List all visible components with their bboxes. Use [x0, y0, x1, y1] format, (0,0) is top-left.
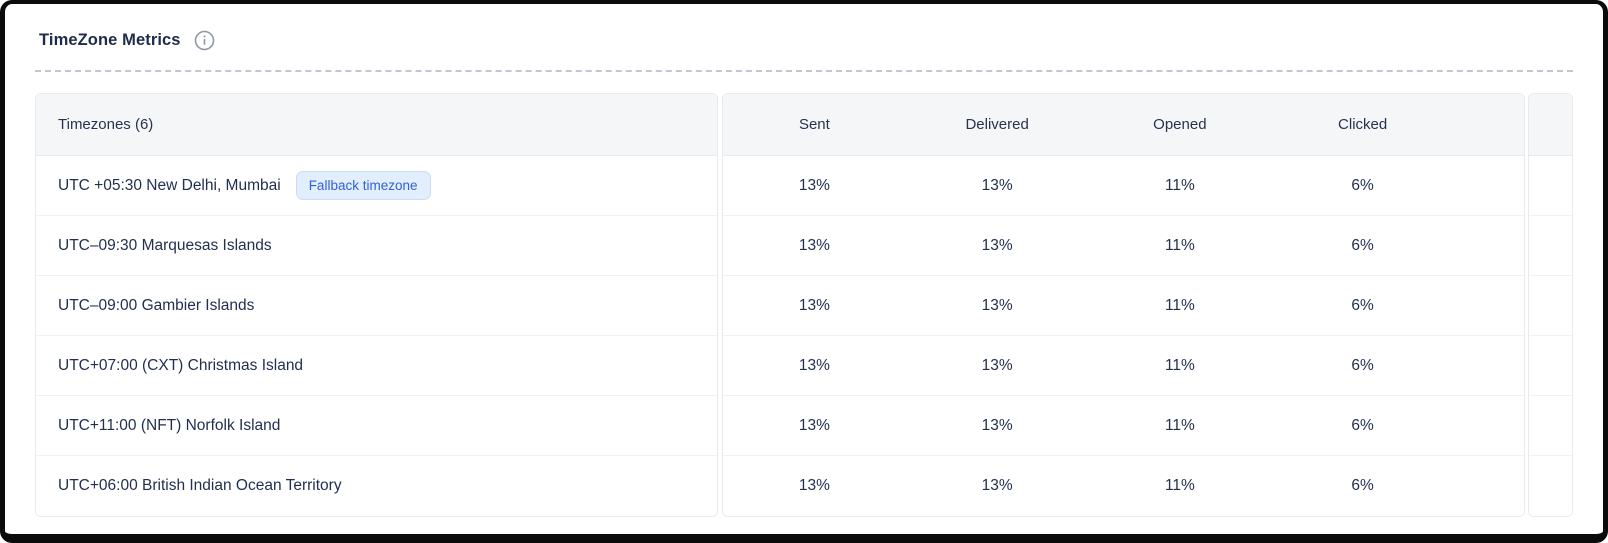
- delivered-value: 13%: [981, 236, 1013, 254]
- clicked-value: 6%: [1351, 356, 1374, 374]
- sent-value: 13%: [798, 176, 830, 194]
- column-header-clicked: Clicked: [1338, 116, 1388, 133]
- spacer-row: [1529, 336, 1572, 396]
- timezone-label: UTC+11:00 (NFT) Norfolk Island: [58, 416, 281, 434]
- timezone-label: UTC–09:00 Gambier Islands: [58, 296, 255, 314]
- timezones-body: UTC +05:30 New Delhi, Mumbai Fallback tim…: [36, 156, 717, 516]
- metrics-row: 13% 13% 11% 6%: [723, 396, 1524, 456]
- metrics-row: 13% 13% 11% 6%: [723, 336, 1524, 396]
- timezones-column-header: Timezones (6): [36, 94, 717, 156]
- dashed-divider: [35, 70, 1573, 72]
- clicked-value: 6%: [1351, 296, 1374, 314]
- panel-header: TimeZone Metrics: [35, 30, 1573, 51]
- timezone-row: UTC+06:00 British Indian Ocean Territory: [36, 456, 717, 516]
- metrics-section: Sent Delivered Opened Clicked 13% 13% 11% 6…: [722, 93, 1525, 517]
- timezone-row: UTC–09:00 Gambier Islands: [36, 276, 717, 336]
- delivered-value: 13%: [981, 477, 1013, 494]
- opened-value: 11%: [1164, 477, 1195, 494]
- opened-value: 11%: [1164, 236, 1195, 254]
- timezone-metrics-table: Timezones (6) UTC +05:30 New Delhi, Mumb…: [35, 93, 1573, 517]
- right-spacer-header: [1529, 94, 1572, 156]
- opened-value: 11%: [1164, 296, 1195, 314]
- column-header-delivered: Delivered: [965, 116, 1029, 133]
- column-header-opened: Opened: [1153, 116, 1207, 133]
- info-icon[interactable]: [194, 30, 215, 51]
- sent-value: 13%: [798, 416, 830, 434]
- column-header-sent: Sent: [798, 116, 830, 133]
- delivered-value: 13%: [981, 356, 1013, 374]
- spacer-row: [1529, 276, 1572, 336]
- metrics-row: 13% 13% 11% 6%: [723, 216, 1524, 276]
- sent-value: 13%: [798, 296, 830, 314]
- fallback-timezone-badge: Fallback timezone: [295, 171, 431, 200]
- sent-value: 13%: [798, 477, 830, 494]
- delivered-value: 13%: [981, 416, 1013, 434]
- sent-value: 13%: [798, 236, 830, 254]
- metrics-row: 13% 13% 11% 6%: [723, 456, 1524, 516]
- clicked-value: 6%: [1351, 236, 1374, 254]
- opened-value: 11%: [1164, 356, 1195, 374]
- timezone-row: UTC–09:30 Marquesas Islands: [36, 216, 717, 276]
- metrics-header-row: Sent Delivered Opened Clicked: [723, 94, 1524, 156]
- spacer-row: [1529, 156, 1572, 216]
- spacer-row: [1529, 216, 1572, 276]
- timezone-label: UTC+07:00 (CXT) Christmas Island: [58, 356, 304, 374]
- timezone-row: UTC +05:30 New Delhi, Mumbai Fallback tim…: [36, 156, 717, 216]
- timezone-label: UTC–09:30 Marquesas Islands: [58, 236, 272, 254]
- page-title: TimeZone Metrics: [39, 31, 181, 49]
- metrics-body: 13% 13% 11% 6% 13% 13% 11% 6% 13% 13% 11% 6% 13% 13% 1…: [723, 156, 1524, 516]
- metrics-row: 13% 13% 11% 6%: [723, 156, 1524, 216]
- timezone-label: UTC +05:30 New Delhi, Mumbai: [58, 176, 281, 194]
- clicked-value: 6%: [1351, 416, 1374, 434]
- clicked-value: 6%: [1351, 176, 1374, 194]
- clicked-value: 6%: [1351, 477, 1374, 494]
- timezone-label: UTC+06:00 British Indian Ocean Territory: [58, 477, 342, 494]
- opened-value: 11%: [1164, 416, 1195, 434]
- delivered-value: 13%: [981, 176, 1013, 194]
- timezones-column-section: Timezones (6) UTC +05:30 New Delhi, Mumb…: [35, 93, 718, 517]
- timezone-row: UTC+07:00 (CXT) Christmas Island: [36, 336, 717, 396]
- sent-value: 13%: [798, 356, 830, 374]
- delivered-value: 13%: [981, 296, 1013, 314]
- spacer-body: [1529, 156, 1572, 516]
- metrics-row: 13% 13% 11% 6%: [723, 276, 1524, 336]
- timezone-row: UTC+11:00 (NFT) Norfolk Island: [36, 396, 717, 456]
- opened-value: 11%: [1164, 176, 1195, 194]
- right-spacer-section: [1528, 93, 1573, 517]
- spacer-row: [1529, 456, 1572, 516]
- spacer-row: [1529, 396, 1572, 456]
